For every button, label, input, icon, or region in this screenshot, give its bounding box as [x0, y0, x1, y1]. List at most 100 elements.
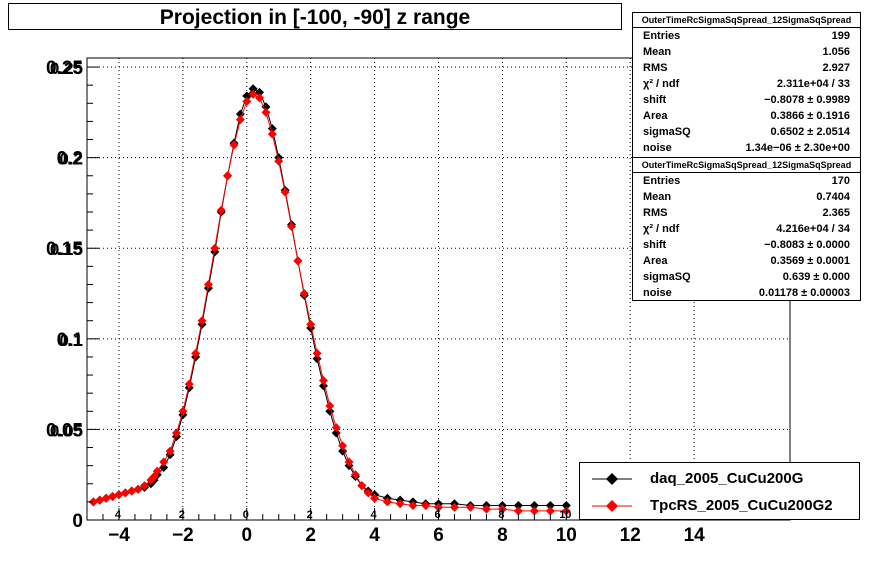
- axes-layer: −4−202468101214420246810121400.050.10.15…: [46, 58, 791, 546]
- stats-label: Area: [643, 255, 668, 267]
- data-point: [293, 256, 303, 266]
- x-tick-label: 6: [433, 525, 444, 546]
- stats-label: Mean: [643, 46, 672, 58]
- data-point: [267, 124, 277, 134]
- data-point: [363, 488, 373, 498]
- data-point: [248, 84, 258, 94]
- data-point: [382, 497, 392, 507]
- stats-header: OuterTimeRcSigmaSqSpread_12SigmaSqSpread: [633, 158, 860, 173]
- stats-box-daq: OuterTimeRcSigmaSqSpread_12SigmaSqSpread…: [632, 12, 861, 158]
- stats-row: Area 0.3569 ± 0.0001: [633, 253, 860, 269]
- legend-marker-tpcrs: [592, 500, 632, 512]
- stats-row: RMS 2.365: [633, 205, 860, 221]
- data-point: [357, 481, 367, 491]
- stats-value: 0.639 ± 0.000: [782, 271, 850, 283]
- stats-value: 1.056: [822, 46, 850, 58]
- stats-value: 1.34e−06 ± 2.30e+00: [745, 142, 850, 154]
- stats-label: shift: [643, 239, 667, 251]
- x-tick-label: −2: [172, 525, 194, 546]
- data-point: [449, 502, 459, 512]
- data-point: [229, 140, 239, 150]
- stats-row: shift −0.8078 ± 0.9989: [633, 92, 860, 108]
- data-point: [529, 501, 539, 511]
- legend-label-daq: daq_2005_CuCu200G: [650, 470, 804, 487]
- data-point: [261, 107, 271, 117]
- stats-value: 2.927: [822, 62, 850, 74]
- data-point: [513, 501, 523, 511]
- stats-value: 2.311e+04 / 33: [776, 78, 850, 90]
- x-tick-label-small: 10: [559, 509, 571, 521]
- stats-row: Mean 0.7404: [633, 189, 860, 205]
- data-point: [120, 488, 130, 498]
- data-point: [545, 506, 555, 516]
- stats-box-tpcrs: OuterTimeRcSigmaSqSpread_12SigmaSqSpread…: [632, 157, 861, 301]
- data-point: [203, 279, 213, 289]
- stats-label: noise: [643, 142, 672, 154]
- data-point: [370, 493, 380, 503]
- series-line: [93, 93, 567, 512]
- data-point: [216, 205, 226, 215]
- data-point: [280, 187, 290, 197]
- data-point: [434, 502, 443, 512]
- data-point: [306, 319, 316, 329]
- legend-entry-daq: daq_2005_CuCu200G: [580, 469, 859, 489]
- stats-value: 0.3866 ± 0.1916: [770, 110, 850, 122]
- stats-value: 0.01178 ± 0.00003: [758, 287, 850, 299]
- stats-row: noise 0.01178 ± 0.00003: [633, 285, 860, 301]
- data-point: [255, 87, 265, 97]
- y-tick-label-overlay: 0.15: [50, 240, 83, 259]
- stats-value: −0.8083 ± 0.0000: [764, 239, 850, 251]
- data-point: [350, 470, 360, 480]
- stats-value: 0.7404: [816, 191, 850, 203]
- series-line: [93, 88, 567, 506]
- data-point: [101, 493, 111, 503]
- stats-label: sigmaSQ: [643, 126, 691, 138]
- data-point: [312, 348, 322, 358]
- x-tick-label: −4: [108, 525, 130, 546]
- data-point: [127, 486, 137, 496]
- stats-label: Mean: [643, 191, 672, 203]
- data-point: [513, 506, 523, 516]
- data-point: [274, 156, 284, 166]
- stats-row: shift −0.8083 ± 0.0000: [633, 237, 860, 253]
- stats-label: shift: [643, 94, 667, 106]
- stats-label: noise: [643, 287, 672, 299]
- stats-value: 2.365: [822, 207, 850, 219]
- stats-label: χ² / ndf: [643, 78, 680, 90]
- data-point: [338, 441, 348, 451]
- y-tick-label: 0.15: [46, 239, 83, 260]
- y-tick-label: 0.1: [57, 330, 84, 351]
- stats-row: Mean 1.056: [633, 44, 860, 60]
- y-tick-label: 0.2: [57, 149, 83, 170]
- stats-row: Entries 170: [633, 173, 860, 189]
- stats-row: sigmaSQ 0.639 ± 0.000: [633, 269, 860, 285]
- data-point: [178, 406, 188, 416]
- stats-row: Area 0.3866 ± 0.1916: [633, 108, 860, 124]
- chart-title: Projection in [-100, -90] z range: [8, 3, 622, 30]
- grid: [87, 58, 790, 520]
- stats-value: 0.6502 ± 2.0514: [770, 126, 850, 138]
- data-point: [95, 495, 105, 505]
- series-layer: [88, 84, 571, 516]
- x-tick-label: 12: [620, 525, 641, 546]
- stats-value: 0.3569 ± 0.0001: [770, 255, 850, 267]
- data-point: [152, 466, 162, 476]
- data-point: [248, 89, 258, 99]
- stats-row: RMS 2.927: [633, 60, 860, 76]
- stats-label: Entries: [643, 175, 681, 187]
- data-point: [171, 428, 181, 438]
- data-point: [344, 457, 354, 467]
- data-point: [267, 129, 277, 139]
- data-point: [421, 501, 431, 511]
- y-tick-label-overlay: 0.05: [50, 421, 83, 440]
- data-point: [529, 506, 539, 516]
- legend: daq_2005_CuCu200G TpcRS_2005_CuCu200G2: [579, 462, 860, 520]
- data-point: [338, 446, 348, 456]
- data-point: [331, 423, 341, 433]
- x-tick-label: 4: [369, 525, 380, 546]
- data-point: [287, 221, 297, 231]
- x-tick-label-small: 2: [179, 509, 185, 521]
- y-tick-label: 0.05: [46, 420, 83, 441]
- data-point: [159, 457, 169, 467]
